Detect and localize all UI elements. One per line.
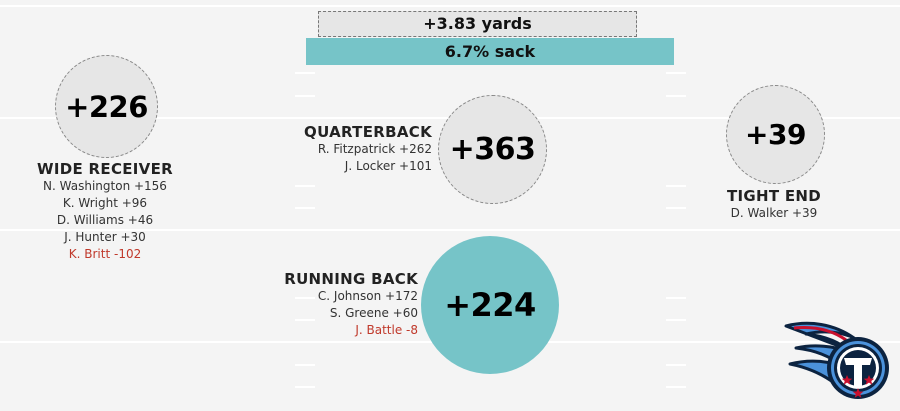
hash-mark <box>295 297 315 299</box>
running-back-total-circle: +224 <box>421 236 559 374</box>
wide-receiver-title: WIDE RECEIVER <box>37 160 173 178</box>
quarterback-player: J. Locker +101 <box>344 159 432 173</box>
hash-mark <box>666 72 686 74</box>
running-back-player: C. Johnson +172 <box>317 289 418 303</box>
hash-mark <box>295 72 315 74</box>
yards-per-play-box: +3.83 yards <box>318 11 637 37</box>
quarterback-title: QUARTERBACK <box>304 123 432 141</box>
hash-mark <box>666 319 686 321</box>
hash-mark <box>666 185 686 187</box>
hash-mark <box>295 386 315 388</box>
tennessee-titans-logo-icon <box>784 321 889 399</box>
hash-mark <box>666 207 686 209</box>
wide-receiver-player: J. Hunter +30 <box>64 230 146 244</box>
hash-mark <box>666 386 686 388</box>
quarterback-total-circle: +363 <box>438 95 547 204</box>
tight-end-title: TIGHT END <box>726 187 822 205</box>
wide-receiver-player: D. Williams +46 <box>56 213 154 227</box>
hash-mark <box>295 364 315 366</box>
running-back-player: J. Battle -8 <box>355 323 418 337</box>
yard-line <box>0 229 900 231</box>
wide-receiver-player: N. Washington +156 <box>43 179 167 193</box>
hash-mark <box>295 207 315 209</box>
hash-mark <box>666 297 686 299</box>
wide-receiver-total-circle: +226 <box>55 55 158 158</box>
wide-receiver-player: K. Britt -102 <box>68 247 142 261</box>
quarterback-player: R. Fitzpatrick +262 <box>317 142 432 156</box>
running-back-player: S. Greene +60 <box>329 306 418 320</box>
tight-end-total-circle: +39 <box>726 85 825 184</box>
sack-rate-bar: 6.7% sack <box>306 38 674 65</box>
running-back-title: RUNNING BACK <box>284 270 418 288</box>
tight-end-player: D. Walker +39 <box>730 206 818 220</box>
wide-receiver-player: K. Wright +96 <box>62 196 148 210</box>
hash-mark <box>295 185 315 187</box>
hash-mark <box>666 364 686 366</box>
hash-mark <box>295 319 315 321</box>
hash-mark <box>295 95 315 97</box>
hash-mark <box>666 95 686 97</box>
yard-line <box>0 5 900 7</box>
